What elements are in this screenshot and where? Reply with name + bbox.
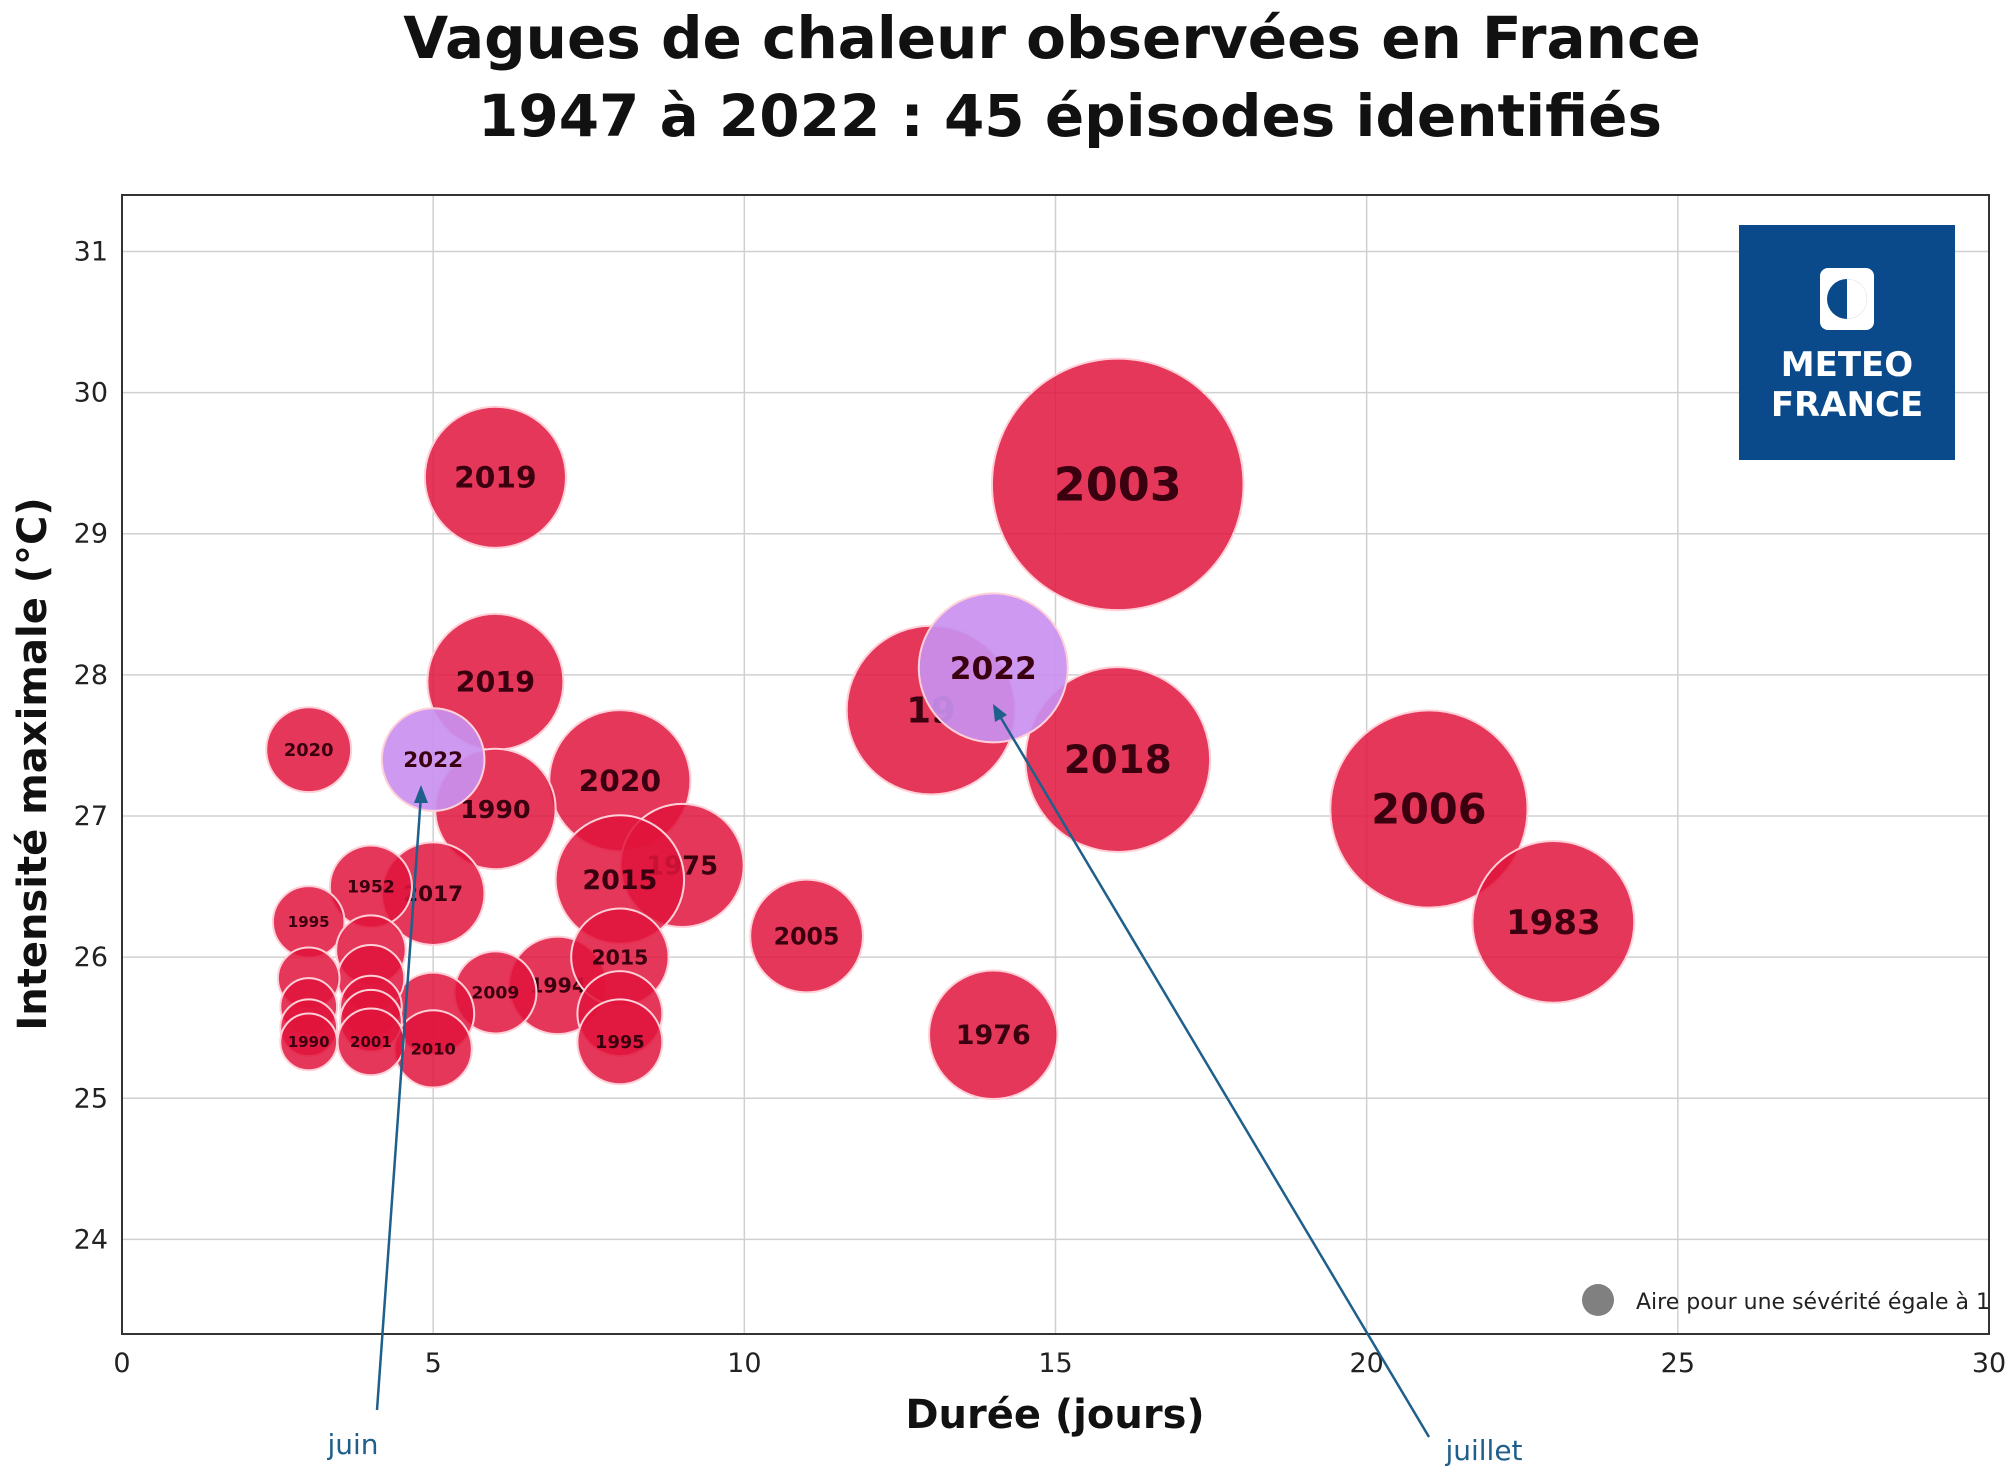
bubble-2020: 2020 — [265, 706, 353, 794]
bubble-label: 2018 — [1064, 738, 1172, 783]
bubble-2001: 2001 — [336, 1007, 406, 1077]
meteo-france-logo: METEO FRANCE — [1739, 225, 1955, 460]
bubble-1990: 1990 — [279, 1012, 339, 1072]
bubble-label: 2005 — [774, 922, 840, 950]
bubble-label: 2022 — [950, 651, 1037, 687]
bubble-label: 2009 — [471, 983, 519, 1003]
bubble-2018: 2018 — [1024, 666, 1212, 853]
bubble-circle — [279, 1012, 339, 1072]
legend: Aire pour une sévérité égale à 1 — [1582, 1284, 1990, 1316]
x-tick-label: 25 — [1661, 1348, 1695, 1379]
y-tick-label: 29 — [74, 519, 108, 550]
bubble-1983: 1983 — [1471, 839, 1636, 1004]
x-axis-label: Durée (jours) — [905, 1392, 1204, 1438]
bubble-circle — [917, 592, 1069, 744]
bubble-label: 1983 — [1506, 903, 1601, 943]
y-tick-label: 31 — [74, 236, 108, 267]
bubble-circle — [423, 405, 567, 549]
bubble-circle — [576, 998, 664, 1086]
bubble-label: 2020 — [579, 763, 661, 798]
annotation-juin: juin — [326, 785, 428, 1461]
bubble-label: 1995 — [288, 913, 330, 931]
bubble-2005: 2005 — [749, 878, 864, 994]
bubble-label: 1952 — [347, 878, 395, 898]
x-tick-label: 30 — [1972, 1348, 2006, 1379]
annotation-juillet: juillet — [993, 704, 1523, 1467]
legend-unit-dot — [1582, 1284, 1614, 1316]
x-tick-label: 15 — [1038, 1348, 1072, 1379]
bubble-label: 2020 — [284, 740, 334, 761]
bubble-2006: 2006 — [1329, 709, 1529, 909]
bubble-2022: 2022 — [917, 592, 1069, 744]
bubble-circle — [749, 878, 864, 994]
bubble-label: 1976 — [956, 1020, 1031, 1051]
y-tick-label: 28 — [74, 660, 108, 691]
bubble-2022: 2022 — [380, 707, 486, 812]
bubble-circle — [1471, 839, 1636, 1004]
x-tick-label: 10 — [727, 1348, 761, 1379]
bubble-label: 1990 — [460, 795, 530, 824]
svg-text:FRANCE: FRANCE — [1771, 385, 1923, 425]
bubble-circle — [928, 969, 1059, 1101]
bubble-label: 2019 — [456, 665, 535, 699]
bubble-circle — [380, 707, 486, 812]
x-tick-label: 5 — [425, 1348, 442, 1379]
plot-frame — [121, 194, 1990, 1335]
svg-text:juin: juin — [326, 1428, 378, 1461]
y-axis-label: Intensité maximale (°C) — [10, 497, 56, 1030]
bubble-circle — [265, 706, 353, 794]
chart-title-line1: Vagues de chaleur observées en France — [403, 4, 1700, 72]
bubble-label: 2001 — [350, 1033, 392, 1051]
bubbles: 2003200620181919832019202020191976197519… — [265, 357, 1636, 1101]
chart-title-line2: 1947 à 2022 : 45 épisodes identifiés — [478, 82, 1662, 150]
bubble-label: 2015 — [582, 865, 657, 896]
bubble-2003: 2003 — [990, 357, 1245, 612]
bubble-circle — [1329, 709, 1529, 909]
legend-label: Aire pour une sévérité égale à 1 — [1636, 1290, 1990, 1315]
bubble-1995: 1995 — [576, 998, 664, 1086]
bubble-label: 2015 — [591, 945, 648, 969]
y-tick-label: 26 — [74, 942, 108, 973]
bubble-1976: 1976 — [928, 969, 1059, 1101]
bubble-label: 2010 — [411, 1040, 456, 1059]
y-tick-label: 25 — [74, 1083, 108, 1114]
x-tick-label: 0 — [113, 1348, 130, 1379]
y-tick-label: 24 — [74, 1224, 108, 1255]
bubble-2019: 2019 — [423, 405, 567, 549]
y-tick-label: 27 — [74, 801, 108, 832]
bubble-label: 2006 — [1371, 785, 1486, 833]
bubble-label: 2022 — [403, 748, 463, 773]
svg-text:METEO: METEO — [1781, 345, 1913, 385]
svg-text:juillet: juillet — [1444, 1434, 1522, 1467]
bubble-label: 2019 — [454, 460, 536, 495]
bubble-circle — [990, 357, 1245, 612]
bubble-2015: 2015 — [554, 814, 686, 945]
bubble-label: 2003 — [1054, 457, 1182, 511]
bubble-1952: 1952 — [328, 844, 413, 929]
bubble-label: 1990 — [288, 1033, 330, 1051]
y-tick-label: 30 — [74, 378, 108, 409]
bubble-label: 1995 — [595, 1032, 645, 1053]
bubble-2010: 2010 — [393, 1009, 473, 1089]
